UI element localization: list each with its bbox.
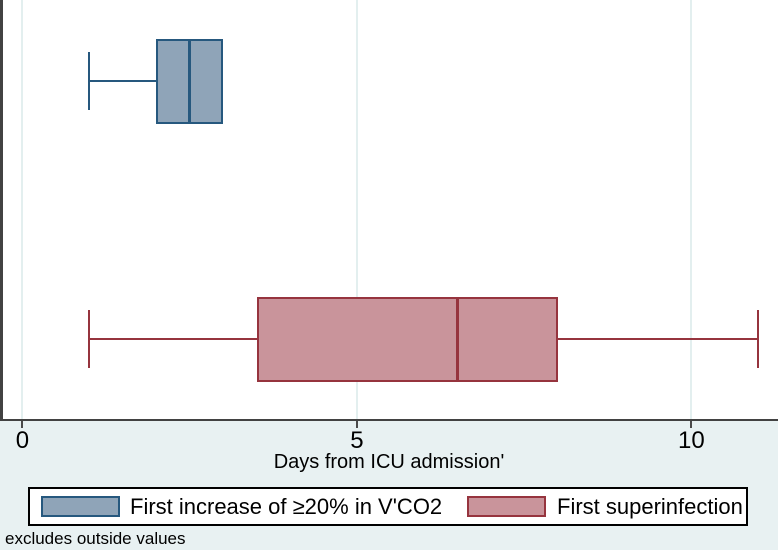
whisker-cap-low-series-1 bbox=[88, 310, 91, 368]
median-line-series-1 bbox=[455, 296, 459, 382]
legend: First increase of ≥20% in V'CO2 First su… bbox=[28, 487, 748, 526]
x-axis-line bbox=[0, 419, 778, 421]
legend-label-first-increase: First increase of ≥20% in V'CO2 bbox=[130, 494, 443, 519]
whisker-line-high-series-1 bbox=[557, 338, 759, 340]
plot-area bbox=[0, 0, 778, 419]
y-axis-line bbox=[0, 0, 3, 421]
whisker-cap-high-series-1 bbox=[757, 310, 760, 368]
x-axis-title: Days from ICU admission' bbox=[273, 451, 505, 473]
x-axis-tick-10 bbox=[690, 421, 693, 428]
gridline-x-5 bbox=[355, 0, 358, 419]
whisker-line-low-series-1 bbox=[89, 338, 257, 340]
legend-swatch-first-increase bbox=[41, 496, 120, 517]
legend-label-first-superinfection: First superinfection bbox=[557, 494, 743, 519]
whisker-line-low-series-0 bbox=[89, 80, 157, 82]
gridline-x-10 bbox=[690, 0, 693, 419]
footnote: excludes outside values bbox=[5, 529, 186, 548]
whisker-cap-low-series-0 bbox=[88, 52, 91, 110]
box-series-1 bbox=[256, 296, 558, 382]
x-axis-tick-5 bbox=[355, 421, 358, 428]
legend-swatch-first-superinfection bbox=[467, 496, 546, 517]
gridline-x-0 bbox=[21, 0, 24, 419]
x-axis-tick-0 bbox=[21, 421, 24, 428]
median-line-series-0 bbox=[188, 38, 192, 124]
